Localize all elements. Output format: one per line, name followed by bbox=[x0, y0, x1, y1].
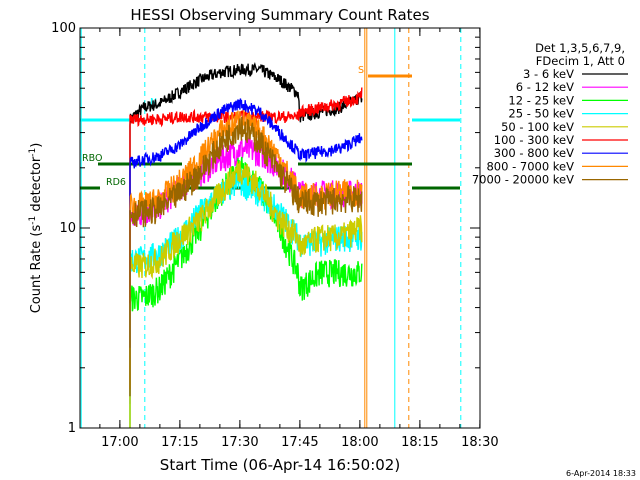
legend: Det 1,3,5,6,7,9,FDecim 1, Att 03 - 6 keV… bbox=[472, 41, 628, 187]
legend-label-100-300-kev: 100 - 300 keV bbox=[494, 133, 574, 147]
legend-label-6-12-kev: 6 - 12 keV bbox=[516, 80, 574, 94]
x-tick-label-5: 18:15 bbox=[401, 435, 438, 450]
legend-label-3-6-kev: 3 - 6 keV bbox=[523, 67, 574, 81]
legend-header-0: Det 1,3,5,6,7,9, bbox=[535, 41, 625, 55]
x-tick-label-2: 17:30 bbox=[221, 435, 258, 450]
chart-title: HESSI Observing Summary Count Rates bbox=[130, 6, 429, 24]
x-axis-label: Start Time (06-Apr-14 16:50:02) bbox=[160, 456, 400, 474]
y-axis-label-part-4: ) bbox=[29, 143, 44, 148]
y-axis-label-part-1: -1 bbox=[28, 216, 38, 225]
series-line-300-800-kev bbox=[129, 98, 363, 348]
y-axis-label-part-3: -1 bbox=[28, 148, 38, 157]
y-axis-label-part-0: Count Rate (s bbox=[29, 225, 44, 314]
flag-label-s: S bbox=[358, 65, 364, 76]
axes: 17:00 17:15 17:30 17:45 18:00 18:15 18:30 1 10 10… bbox=[51, 21, 498, 450]
legend-label-25-50-kev: 25 - 50 keV bbox=[508, 107, 574, 121]
x-tick-label-0: 17:00 bbox=[101, 435, 138, 450]
legend-label-300-800-kev: 300 - 800 keV bbox=[494, 146, 574, 160]
y-tick-label-2: 100 bbox=[51, 21, 76, 36]
flag-label-rd6: RD6 bbox=[106, 177, 126, 188]
series-line-7000-20000-kev bbox=[129, 116, 363, 397]
x-tick-label-1: 17:15 bbox=[161, 435, 198, 450]
y-tick-label-0: 1 bbox=[68, 421, 76, 436]
legend-label-12-25-kev: 12 - 25 keV bbox=[508, 93, 574, 107]
series-line-50-100-kev bbox=[129, 161, 363, 428]
legend-label-50-100-kev: 50 - 100 keV bbox=[501, 120, 574, 134]
legend-header-1: FDecim 1, Att 0 bbox=[536, 54, 625, 68]
y-axis-label-part-2: detector bbox=[29, 156, 44, 216]
x-tick-label-3: 17:45 bbox=[281, 435, 318, 450]
legend-label-7000-20000-kev: 7000 - 20000 keV bbox=[472, 173, 574, 187]
legend-label-800-7000-kev: 800 - 7000 keV bbox=[486, 159, 574, 173]
x-tick-label-6: 18:30 bbox=[461, 435, 498, 450]
y-axis-label: Count Rate (s-1 detector-1) bbox=[28, 143, 44, 314]
timestamp: 6-Apr-2014 18:33 bbox=[566, 469, 636, 478]
y-tick-label-1: 10 bbox=[59, 221, 76, 236]
x-tick-label-4: 18:00 bbox=[341, 435, 378, 450]
flag-label-rbo: RBO bbox=[82, 153, 102, 164]
